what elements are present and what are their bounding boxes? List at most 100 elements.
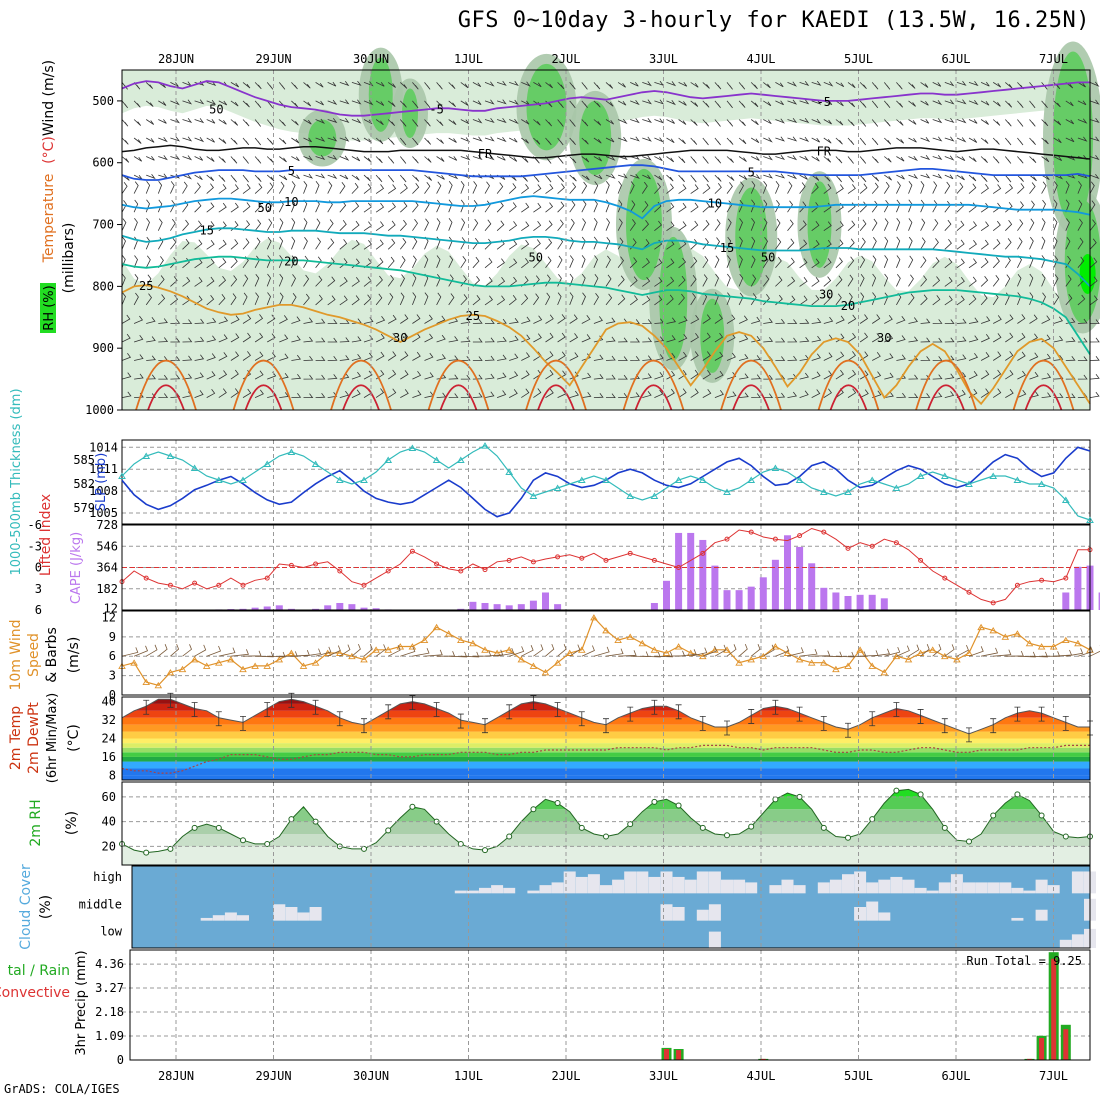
upper-wind-barb: [436, 181, 442, 194]
upper-wind-barb: [194, 336, 205, 343]
upper-wind-barb: [375, 156, 383, 164]
upper-wind-barb: [618, 337, 628, 343]
x-tick-top: 6JUL: [942, 52, 971, 66]
upper-wind-barb: [266, 292, 271, 306]
ylabel-wind: Wind (m/s): [41, 60, 57, 136]
wind10-barb: [315, 646, 332, 657]
wind10-barb: [497, 647, 515, 657]
upper-wind-barb: [218, 156, 226, 163]
rh2m-marker: [675, 802, 682, 809]
upper-wind-barb: [775, 118, 785, 124]
cloud-bar-high: [466, 890, 479, 894]
cloud-bar-high: [648, 876, 661, 894]
upper-wind-barb: [375, 174, 383, 183]
upper-wind-barb: [363, 239, 372, 250]
upper-wind-barb: [412, 390, 422, 398]
upper-wind-barb: [884, 314, 893, 324]
upper-wind-barb: [1004, 156, 1012, 164]
rh2m-marker: [748, 823, 755, 830]
upper-wind-barb: [545, 332, 554, 343]
cloud-bar-high: [890, 876, 903, 894]
upper-wind-barb: [1089, 117, 1100, 123]
rh-band: [122, 809, 1090, 822]
upper-wind-barb: [859, 237, 866, 250]
thickness-marker: [287, 448, 296, 455]
upper-wind-barb: [303, 293, 310, 306]
upper-wind-barb: [654, 295, 663, 306]
temp-minmax-bar: [724, 720, 730, 736]
upper-wind-barb: [932, 181, 938, 194]
upper-wind-barb: [980, 119, 989, 125]
wind10-marker: [130, 659, 138, 666]
upper-wind-barb: [944, 181, 951, 194]
rh-blob-green: [626, 168, 662, 281]
upper-wind-barb: [642, 355, 653, 361]
upper-wind-barb: [521, 221, 530, 232]
upper-wind-barb: [472, 118, 483, 124]
upper-wind-barb: [1089, 219, 1097, 231]
upper-wind-barb: [194, 182, 201, 194]
upper-wind-barb: [642, 99, 652, 105]
wind10-barb: [1029, 651, 1049, 658]
upper-wind-barb: [133, 181, 139, 194]
upper-wind-barb: [182, 117, 193, 123]
cloud-bar-high: [926, 890, 939, 894]
upper-wind-barb: [206, 258, 215, 269]
upper-wind-barb: [363, 352, 373, 361]
temp-contour-30: [720, 359, 782, 411]
rh2m-marker: [845, 834, 851, 841]
upper-wind-barb: [1065, 355, 1076, 361]
upper-wind-barb: [424, 333, 434, 343]
upper-wind-barb: [303, 82, 311, 89]
upper-wind-barb: [230, 293, 237, 306]
upper-wind-barb: [956, 336, 967, 343]
upper-wind-barb: [1053, 335, 1064, 343]
upper-wind-barb: [194, 99, 205, 105]
cloud-bar-middle: [273, 904, 286, 921]
wind10-barb: [363, 643, 373, 657]
temp-minmax-bar: [191, 702, 198, 717]
upper-wind-barb: [569, 390, 579, 398]
upper-wind-barb: [605, 293, 613, 306]
cape-bar: [457, 608, 465, 610]
upper-wind-barb: [339, 155, 350, 161]
upper-wind-barb: [363, 294, 372, 306]
cape-bar: [493, 604, 501, 610]
upper-wind-barb: [1077, 294, 1086, 306]
upper-wind-barb: [932, 337, 943, 343]
upper-wind-barb: [690, 100, 699, 107]
cloud-bar-middle: [297, 912, 310, 921]
rh-blob-green: [700, 298, 725, 373]
upper-wind-barb: [581, 392, 592, 398]
upper-wind-barb: [751, 156, 760, 161]
upper-wind-barb: [944, 99, 955, 105]
upper-wind-barb: [121, 391, 132, 398]
upper-wind-barb: [533, 82, 542, 88]
wind10-barb: [884, 646, 901, 657]
upper-wind-barb: [242, 220, 251, 231]
upper-wind-barb: [666, 294, 674, 306]
wind10-marker: [578, 646, 586, 653]
upper-wind-barb: [242, 332, 252, 343]
upper-wind-barb: [400, 219, 407, 231]
wind10-barb: [618, 650, 637, 657]
upper-wind-barb: [194, 354, 205, 361]
cloud-bar-high: [660, 871, 673, 894]
upper-wind-barb: [206, 335, 217, 343]
upper-wind-barb: [303, 218, 308, 231]
upper-wind-barb: [932, 173, 943, 179]
ylabel-millibars: (millibars): [61, 223, 77, 294]
upper-wind-barb: [896, 255, 901, 268]
upper-wind-barb: [1029, 218, 1035, 231]
contour-label: 5: [748, 165, 755, 179]
wind10-marker: [638, 639, 647, 647]
upper-wind-barb: [738, 199, 744, 213]
lifted-index-marker: [748, 529, 754, 535]
upper-wind-barb: [1041, 236, 1046, 250]
upper-wind-barb: [545, 274, 551, 287]
upper-wind-barb: [218, 184, 227, 194]
upper-wind-barb: [460, 237, 466, 250]
upper-wind-barb: [436, 174, 445, 180]
upper-wind-barb: [460, 218, 466, 231]
upper-wind-barb: [387, 202, 396, 213]
